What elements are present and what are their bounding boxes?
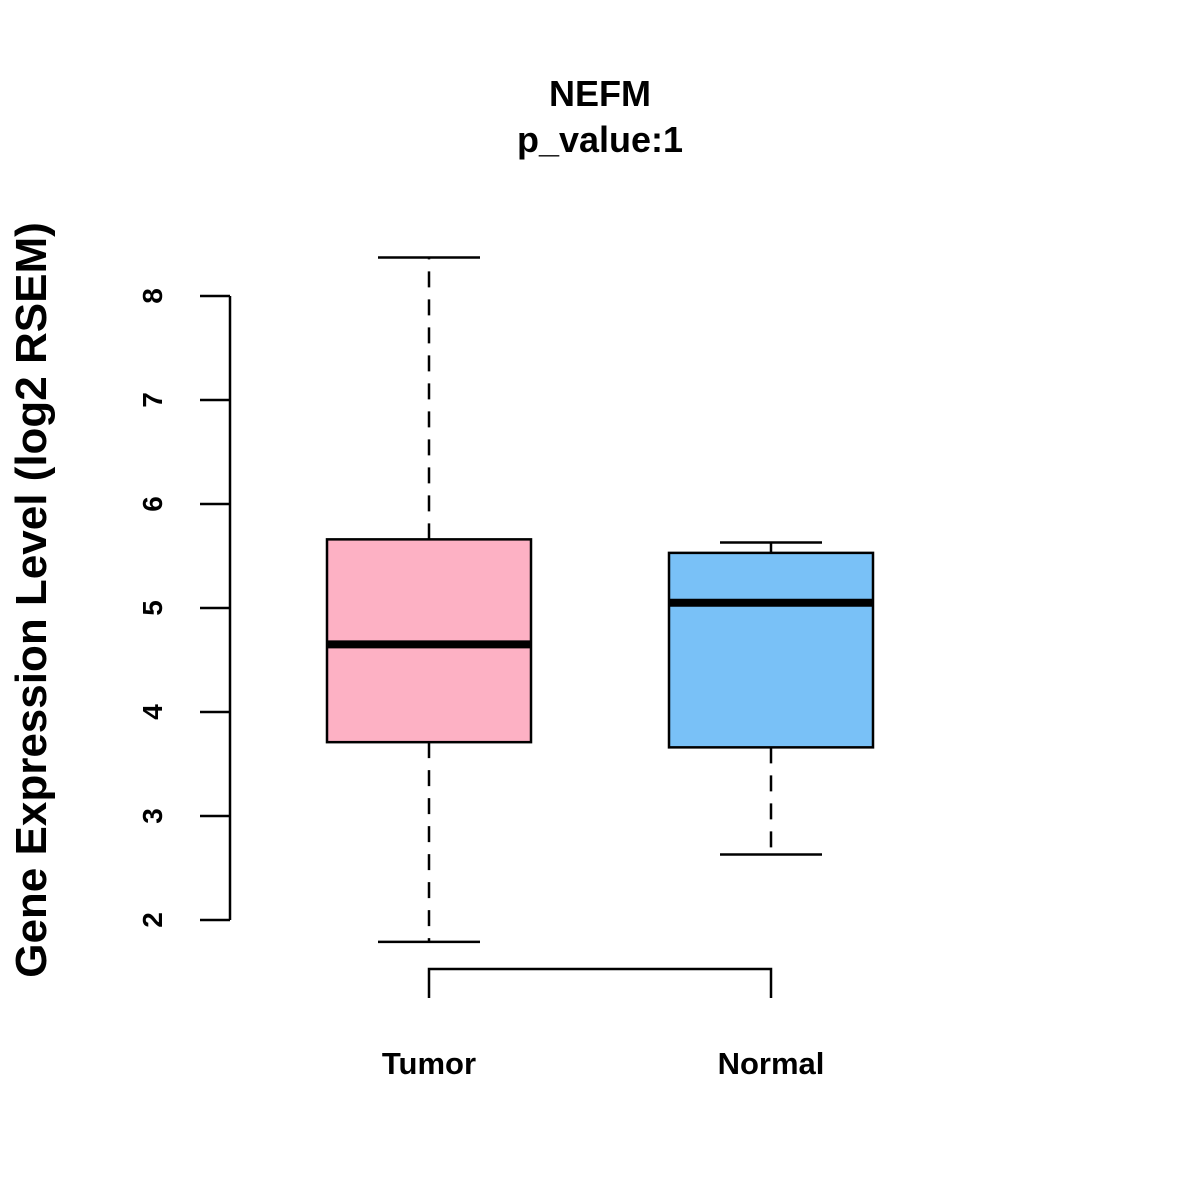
y-tick-label: 4 <box>137 704 168 720</box>
x-tick-label: Tumor <box>382 1046 476 1081</box>
x-tick-label: Normal <box>718 1046 825 1081</box>
boxes-group <box>325 256 875 944</box>
bracket-line <box>427 967 773 998</box>
comparison-bracket <box>427 967 773 998</box>
box-normal <box>667 541 875 856</box>
iqr-box <box>667 551 875 749</box>
y-axis: 2 3 4 5 6 7 8 <box>137 288 232 928</box>
y-tick-label: 6 <box>137 496 168 512</box>
y-tick-label: 7 <box>137 392 168 408</box>
x-axis-labels: Tumor Normal <box>382 1046 824 1081</box>
chart-title: NEFM <box>549 73 651 114</box>
y-tick-label: 2 <box>137 912 168 928</box>
y-tick-label: 3 <box>137 808 168 824</box>
y-axis-label: Gene Expression Level (log2 RSEM) <box>7 222 56 978</box>
y-tick-label: 5 <box>137 600 168 616</box>
chart-subtitle: p_value:1 <box>517 119 683 160</box>
y-tick-label: 8 <box>137 288 168 304</box>
box-tumor <box>325 256 533 944</box>
